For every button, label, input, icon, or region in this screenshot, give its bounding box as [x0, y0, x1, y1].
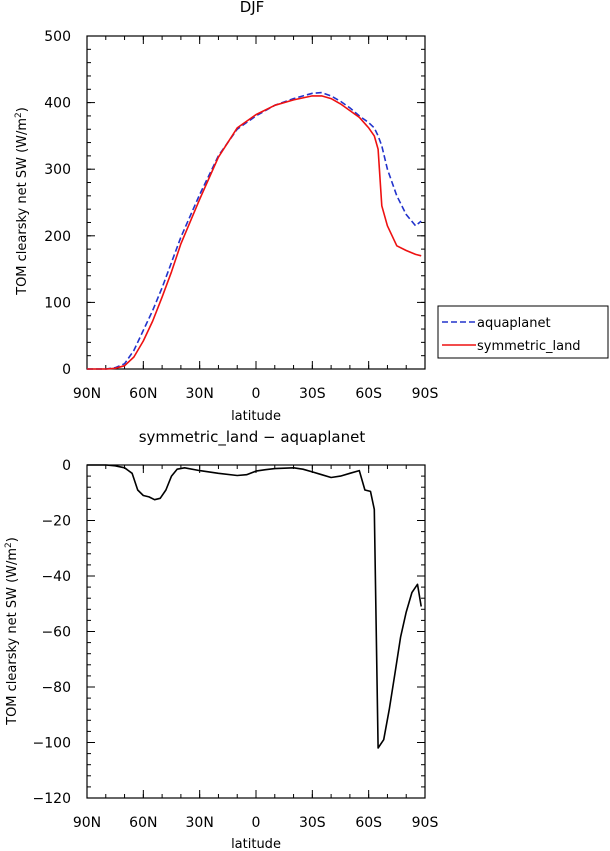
- y-tick-label: −120: [33, 791, 71, 807]
- y-tick-label: 500: [44, 29, 71, 45]
- bottom-chart-title: symmetric_land − aquaplanet: [139, 428, 366, 447]
- y-tick-label: 300: [44, 162, 71, 178]
- top-chart-title: DJF: [240, 0, 265, 16]
- x-tick-label: 90N: [73, 386, 101, 402]
- x-tick-label: 90S: [412, 386, 439, 402]
- bottom-series-group: [87, 464, 422, 749]
- series-line-aquaplanet: [87, 91, 422, 370]
- y-tick-label: 400: [44, 96, 71, 112]
- legend-box: [437, 305, 609, 359]
- top-panel: DJF 0 100 200 300 400 500 90N 60N 30N 0 30S 60S 90S…: [14, 0, 609, 424]
- x-tick-label: 30N: [186, 815, 214, 831]
- bottom-x-axis-title: latitude: [231, 837, 281, 851]
- x-tick-label: 30S: [299, 386, 326, 402]
- y-tick-label: −80: [41, 680, 71, 696]
- top-x-axis-title: latitude: [231, 409, 281, 424]
- x-tick-label: 0: [252, 386, 261, 402]
- bottom-x-axis: 90N 60N 30N 0 30S 60S 90S: [73, 465, 439, 831]
- x-tick-label: 60N: [129, 386, 157, 402]
- y-tick-label: −60: [41, 625, 71, 641]
- top-plot-frame: [86, 35, 426, 370]
- top-series-group: [87, 91, 422, 370]
- y-tick-label: 100: [44, 295, 71, 311]
- y-tick-label: 200: [44, 229, 71, 245]
- bottom-y-axis-title: TOM clearsky net SW (W/m2): [4, 537, 20, 726]
- x-tick-label: 90N: [73, 815, 101, 831]
- top-y-axis-title: TOM clearsky net SW (W/m2): [14, 107, 30, 296]
- series-line-symmetric-land: [87, 95, 422, 370]
- x-tick-label: 60S: [355, 815, 382, 831]
- x-tick-label: 90S: [412, 815, 439, 831]
- legend-label-symmetric-land: symmetric_land: [477, 339, 581, 354]
- top-y-axis: 0 100 200 300 400 500: [44, 29, 425, 378]
- x-tick-label: 0: [252, 815, 261, 831]
- series-line-symmetric-land-aquaplanet: [87, 464, 422, 749]
- bottom-panel: symmetric_land − aquaplanet 0 −20 −40 −60 −8…: [4, 428, 438, 851]
- y-tick-label: −40: [41, 569, 71, 585]
- legend: aquaplanet symmetric_land: [437, 305, 609, 359]
- bottom-y-axis: 0 −20 −40 −60 −80 −100 −120: [33, 458, 425, 807]
- legend-label-aquaplanet: aquaplanet: [477, 316, 551, 331]
- top-x-axis: 90N 60N 30N 0 30S 60S 90S: [73, 36, 439, 402]
- y-tick-label: −20: [41, 514, 71, 530]
- y-tick-label: −100: [33, 736, 71, 752]
- y-tick-label: 0: [62, 458, 71, 474]
- x-tick-label: 60N: [129, 815, 157, 831]
- x-tick-label: 30N: [186, 386, 214, 402]
- x-tick-label: 30S: [299, 815, 326, 831]
- y-tick-label: 0: [62, 362, 71, 378]
- x-tick-label: 60S: [355, 386, 382, 402]
